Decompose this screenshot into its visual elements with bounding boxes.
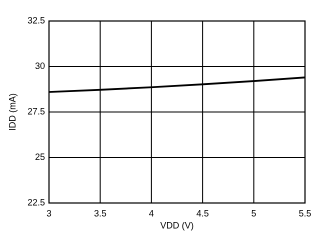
x-tick-label: 3 — [46, 208, 51, 218]
y-axis-label: IDD (mA) — [7, 93, 17, 131]
y-tick-label: 30 — [35, 61, 45, 71]
y-tick-label: 25 — [35, 152, 45, 162]
x-tick-label: 4.5 — [196, 208, 209, 218]
y-tick-label: 32.5 — [27, 15, 45, 25]
plot-frame — [48, 20, 306, 204]
y-tick-label: 22.5 — [27, 197, 45, 207]
data-line — [48, 76, 306, 93]
x-tick-label: 5.5 — [299, 208, 312, 218]
x-tick-label: 3.5 — [94, 208, 107, 218]
x-tick-label: 4 — [149, 208, 154, 218]
x-axis-label: VDD (V) — [160, 220, 194, 230]
x-tick-label: 5 — [251, 208, 256, 218]
y-tick-label: 27.5 — [27, 106, 45, 116]
